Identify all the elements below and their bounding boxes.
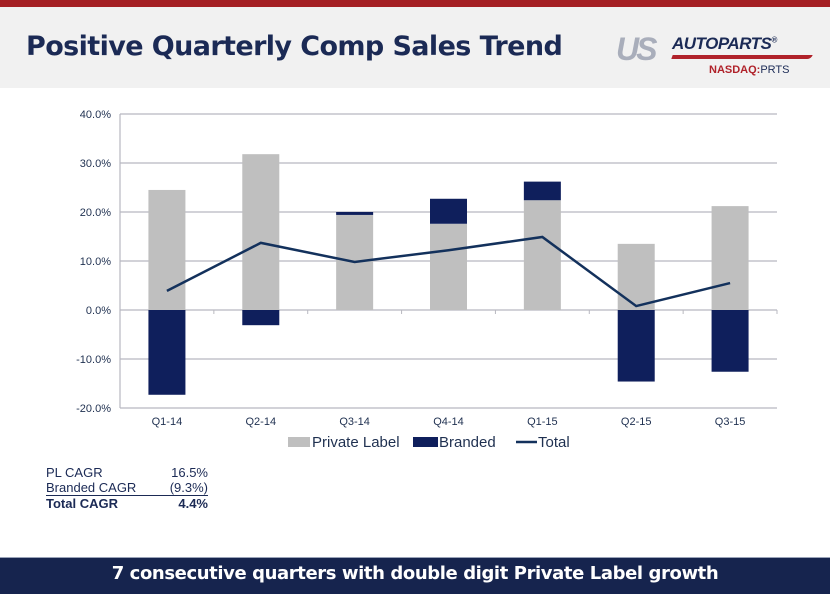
exchange-label: NASDAQ:: [709, 64, 760, 76]
y-tick-label: 20.0%: [80, 207, 111, 219]
bar-branded: [712, 310, 749, 372]
bar-private-label: [712, 206, 749, 310]
y-tick-label: 10.0%: [80, 256, 111, 268]
bar-private-label: [242, 154, 279, 310]
logo-swoosh-icon: [671, 55, 812, 59]
bar-branded: [618, 310, 655, 382]
cagr-summary: PL CAGR 16.5% Branded CAGR (9.3%) Total …: [46, 465, 208, 511]
logo-autoparts: AUTOPARTS®: [672, 34, 777, 54]
logo-autoparts-text: AUTOPARTS: [672, 34, 771, 53]
y-tick-label: -20.0%: [76, 403, 111, 415]
page-title: Positive Quarterly Comp Sales Trend: [26, 31, 562, 62]
bar-branded: [336, 212, 373, 215]
legend-label-total: Total: [538, 434, 570, 451]
top-accent-bar: [0, 0, 830, 7]
x-tick-label: Q2-14: [245, 416, 276, 428]
nasdaq-ticker: NASDAQ:PRTS: [709, 64, 789, 76]
header: Positive Quarterly Comp Sales Trend US A…: [0, 7, 830, 88]
cagr-label: Branded CAGR: [46, 480, 136, 495]
bar-private-label: [618, 244, 655, 310]
logo-us: US: [616, 31, 654, 68]
legend-label-branded: Branded: [439, 434, 496, 451]
bar-branded: [524, 182, 561, 201]
cagr-row-total: Total CAGR 4.4%: [46, 496, 208, 511]
bar-private-label: [148, 190, 185, 310]
registered-mark: ®: [771, 35, 776, 44]
cagr-value: 4.4%: [178, 496, 208, 511]
x-tick-label: Q3-15: [715, 416, 746, 428]
legend: Private Label Branded Total: [288, 434, 570, 451]
cagr-label: Total CAGR: [46, 496, 118, 511]
y-tick-label: 30.0%: [80, 158, 111, 170]
bar-private-label: [430, 224, 467, 310]
legend-label-private-label: Private Label: [312, 434, 400, 451]
y-tick-label: -10.0%: [76, 354, 111, 366]
x-tick-label: Q4-14: [433, 416, 464, 428]
legend-swatch-private-label: [288, 437, 310, 447]
x-tick-label: Q1-15: [527, 416, 558, 428]
y-tick-label: 0.0%: [86, 305, 111, 317]
bar-branded: [148, 310, 185, 395]
footer-text: 7 consecutive quarters with double digit…: [0, 563, 830, 584]
x-axis-labels: Q1-14 Q2-14 Q3-14 Q4-14 Q1-15 Q2-15 Q3-15: [152, 416, 746, 428]
cagr-row-pl: PL CAGR 16.5%: [46, 465, 208, 480]
ticker-label: PRTS: [760, 64, 789, 76]
bar-branded: [242, 310, 279, 325]
cagr-value: (9.3%): [170, 480, 208, 495]
y-tick-label: 40.0%: [80, 109, 111, 121]
comp-sales-chart: 40.0% 30.0% 20.0% 10.0% 0.0% -10.0% -20.0% Q1-…: [0, 95, 830, 465]
x-tick-label: Q1-14: [152, 416, 183, 428]
x-tick-label: Q2-15: [621, 416, 652, 428]
cagr-row-branded: Branded CAGR (9.3%): [46, 480, 208, 496]
x-tick-label: Q3-14: [339, 416, 370, 428]
bar-branded: [430, 199, 467, 224]
y-axis-labels: 40.0% 30.0% 20.0% 10.0% 0.0% -10.0% -20.0%: [76, 109, 111, 415]
cagr-label: PL CAGR: [46, 465, 103, 480]
company-logo: US AUTOPARTS® NASDAQ:PRTS: [612, 31, 822, 79]
bar-private-label: [524, 200, 561, 310]
cagr-value: 16.5%: [171, 465, 208, 480]
legend-swatch-branded: [413, 437, 438, 447]
footer-banner: 7 consecutive quarters with double digit…: [0, 557, 830, 594]
